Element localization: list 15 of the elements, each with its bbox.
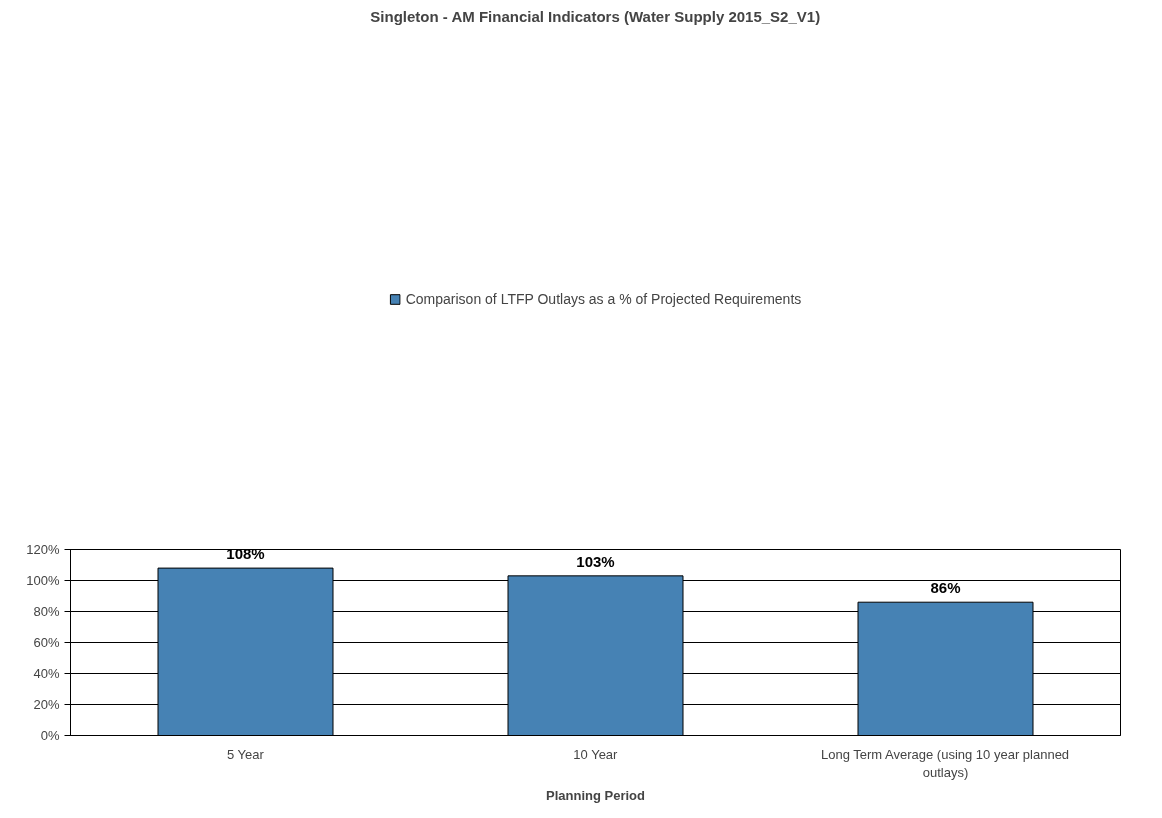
x-tick-label: 5 Year	[226, 746, 265, 762]
y-tick-label: 120%	[26, 542, 60, 557]
legend-label: Comparison of LTFP Outlays as a % of Projected Requirements	[405, 291, 802, 307]
y-tick-label: 100%	[26, 573, 60, 588]
y-tick-label: 20%	[33, 697, 60, 712]
chart-title: Singleton - AM Financial Indicators (Water Supply 2015_S2_V1)	[370, 7, 821, 25]
x-tick-label: 10 Year	[573, 746, 619, 762]
y-tick-label: 40%	[33, 666, 60, 681]
y-tick-label: 80%	[33, 604, 60, 619]
text: 103%	[576, 552, 615, 570]
x-tick-label: Long Term Average (using 10 year planned outlays)	[820, 746, 1070, 780]
y-tick-label: 0%	[40, 728, 60, 743]
text: 86%	[930, 579, 961, 597]
x-axis-title: Planning Period	[546, 787, 646, 803]
y-tick-label: 60%	[33, 635, 60, 650]
